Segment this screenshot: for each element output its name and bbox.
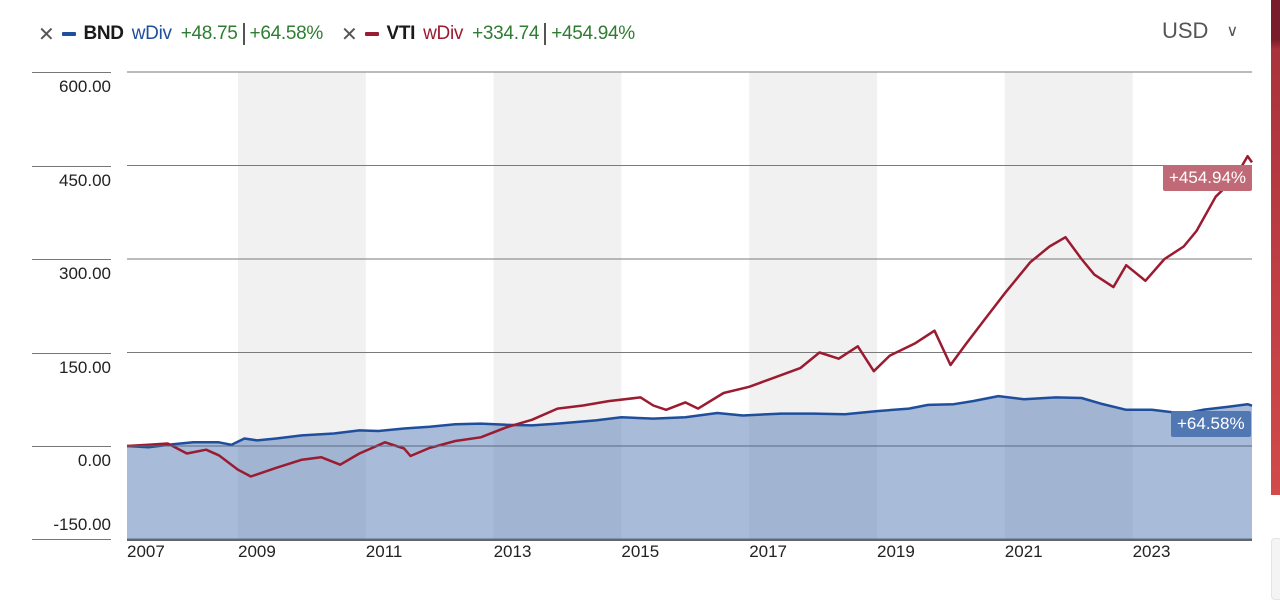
legend-separator (544, 23, 547, 45)
currency-value: USD (1162, 18, 1209, 43)
vti-line-swatch (365, 32, 380, 36)
x-tick-label: 2007 (127, 542, 165, 561)
legend-change: +48.75 (180, 23, 238, 44)
legend-ticker[interactable]: BND (83, 23, 124, 44)
close-icon[interactable]: ✕ (38, 23, 55, 46)
y-tick-line (32, 446, 111, 447)
legend-change: +334.74 (472, 23, 540, 44)
legend-mode: wDiv (131, 23, 172, 44)
x-tick-label: 2015 (621, 542, 660, 561)
y-tick-label: 0.00 (77, 451, 111, 470)
x-tick-label: 2021 (1004, 542, 1043, 561)
y-tick-line (32, 259, 111, 260)
currency-dropdown[interactable]: USD ∨ (1162, 18, 1238, 44)
x-tick-label: 2019 (877, 542, 915, 561)
y-tick-label: 450.00 (59, 170, 111, 190)
bnd-end-value-badge: +64.58% (1171, 411, 1251, 437)
x-tick-label: 2009 (238, 542, 276, 561)
side-panel-strip (1271, 0, 1280, 495)
x-tick-label: 2017 (749, 542, 788, 561)
close-icon[interactable]: ✕ (340, 23, 358, 46)
legend-percent: +64.58% (249, 23, 324, 44)
legend-separator (242, 23, 245, 45)
vti-end-value-badge: +454.94% (1163, 165, 1253, 191)
legend-item-bnd: ✕ BND wDiv +48.75 +64.58% (38, 22, 323, 47)
y-tick-line (32, 72, 111, 74)
y-tick-label: 600.00 (59, 77, 111, 97)
bnd-line-swatch (62, 32, 77, 36)
legend-mode: wDiv (423, 23, 464, 44)
y-tick-line (32, 352, 111, 354)
x-tick-label: 2023 (1132, 542, 1171, 561)
y-tick-line (32, 165, 111, 167)
y-tick-label: -150.00 (53, 515, 111, 535)
y-tick-label: 300.00 (59, 264, 111, 283)
legend-item-vti: ✕ VTI wDiv +334.74 +454.94% (341, 22, 635, 47)
chart-legend: ✕ BND wDiv +48.75 +64.58% ✕ VTI wDiv +33… (38, 20, 653, 48)
legend-percent: +454.94% (551, 23, 635, 44)
series-lines (126, 154, 1254, 541)
x-tick-label: 2013 (493, 542, 532, 561)
y-tick-line (32, 539, 111, 541)
y-tick-label: 150.00 (59, 357, 111, 377)
x-tick-label: 2011 (365, 542, 403, 561)
chevron-down-icon: ∨ (1226, 23, 1239, 40)
legend-ticker[interactable]: VTI (386, 23, 416, 44)
